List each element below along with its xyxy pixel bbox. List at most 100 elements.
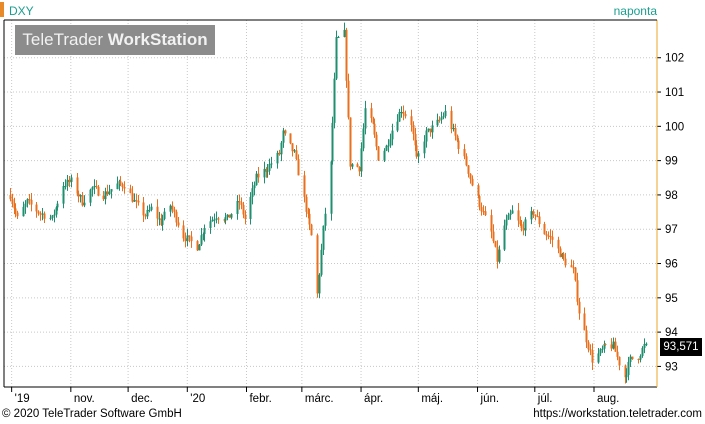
candle-body xyxy=(494,241,497,247)
candle-body xyxy=(522,228,525,231)
candle-body xyxy=(467,165,470,174)
candle-body xyxy=(452,128,455,130)
candle xyxy=(209,216,212,234)
candle xyxy=(56,200,59,211)
grid-layer xyxy=(4,20,657,387)
candle-body xyxy=(51,215,54,218)
candle-body xyxy=(104,191,107,200)
frequency-label[interactable]: naponta xyxy=(613,4,657,18)
candle-body xyxy=(95,185,98,187)
candle xyxy=(436,113,439,127)
candle-body xyxy=(610,344,613,349)
candle xyxy=(22,201,25,217)
candle xyxy=(616,345,619,361)
candle-body xyxy=(601,348,604,350)
candle-body xyxy=(202,234,205,236)
candle-body xyxy=(349,117,352,167)
candle xyxy=(438,116,441,123)
candle-body xyxy=(391,130,394,140)
candle xyxy=(643,338,646,354)
candle-body xyxy=(238,201,241,203)
candle xyxy=(358,166,361,177)
candle xyxy=(360,142,363,177)
candle-body xyxy=(583,313,586,331)
candle-body xyxy=(396,121,399,131)
candle xyxy=(370,102,373,123)
candle-body xyxy=(534,214,537,217)
footer-url[interactable]: https://workstation.teletrader.com xyxy=(533,408,702,420)
candle-body xyxy=(22,206,25,217)
candle xyxy=(601,345,604,353)
candle xyxy=(396,114,399,133)
candle xyxy=(477,183,480,199)
candle xyxy=(520,219,523,232)
x-tick-label: ápr. xyxy=(364,393,383,405)
candle xyxy=(498,245,501,264)
candle xyxy=(585,325,588,348)
candle xyxy=(530,206,533,225)
candle-body xyxy=(360,148,363,172)
candle xyxy=(169,204,172,217)
candle-body xyxy=(383,150,386,161)
candle xyxy=(93,179,96,194)
candle xyxy=(610,338,613,352)
candle-body xyxy=(604,343,607,345)
candle xyxy=(182,220,185,242)
candle xyxy=(373,118,376,138)
candle-body xyxy=(293,150,296,152)
candle xyxy=(547,231,550,240)
candle-body xyxy=(39,213,42,215)
candle xyxy=(305,194,308,218)
candle-body xyxy=(70,177,73,182)
symbol-label[interactable]: DXY xyxy=(9,4,34,18)
x-tick-label: júl. xyxy=(537,393,553,405)
candle xyxy=(627,356,630,381)
candle-body xyxy=(53,214,56,216)
candle-body xyxy=(295,150,298,160)
candle xyxy=(351,163,354,170)
candle-body xyxy=(519,220,522,225)
candle-body xyxy=(547,235,550,237)
candle xyxy=(639,354,642,363)
candle-body xyxy=(175,211,178,223)
candle-body xyxy=(358,166,361,172)
candle-body xyxy=(11,199,14,204)
candle xyxy=(257,167,260,183)
candle-body xyxy=(442,116,445,118)
candle xyxy=(175,209,178,227)
candle xyxy=(43,211,46,224)
candle-body xyxy=(184,238,187,242)
candle xyxy=(213,213,216,228)
candle xyxy=(161,214,164,231)
candle xyxy=(356,162,359,168)
candle-body xyxy=(410,116,413,126)
candle-body xyxy=(345,29,348,81)
candle xyxy=(534,214,537,221)
candle xyxy=(316,233,319,298)
candle-body xyxy=(188,235,191,237)
candle-body xyxy=(41,213,44,215)
candle-body xyxy=(454,128,457,136)
candle-body xyxy=(591,350,594,363)
candle xyxy=(276,150,279,169)
candle-body xyxy=(171,205,174,210)
candle-body xyxy=(545,234,548,236)
candle xyxy=(417,150,420,164)
candle-body xyxy=(347,80,350,118)
candle xyxy=(641,346,644,358)
candle xyxy=(102,191,105,201)
candle xyxy=(469,173,472,184)
candle-body xyxy=(503,225,506,250)
candle xyxy=(324,207,327,231)
candle xyxy=(270,156,273,169)
candle xyxy=(244,210,247,225)
candle-body xyxy=(423,141,426,154)
candle-body xyxy=(263,168,266,178)
candle-body xyxy=(463,149,466,157)
candle-body xyxy=(163,211,166,219)
candle xyxy=(589,344,592,356)
candle xyxy=(415,140,418,159)
candle-body xyxy=(253,185,256,189)
candle-body xyxy=(28,199,31,201)
candle xyxy=(343,22,346,38)
